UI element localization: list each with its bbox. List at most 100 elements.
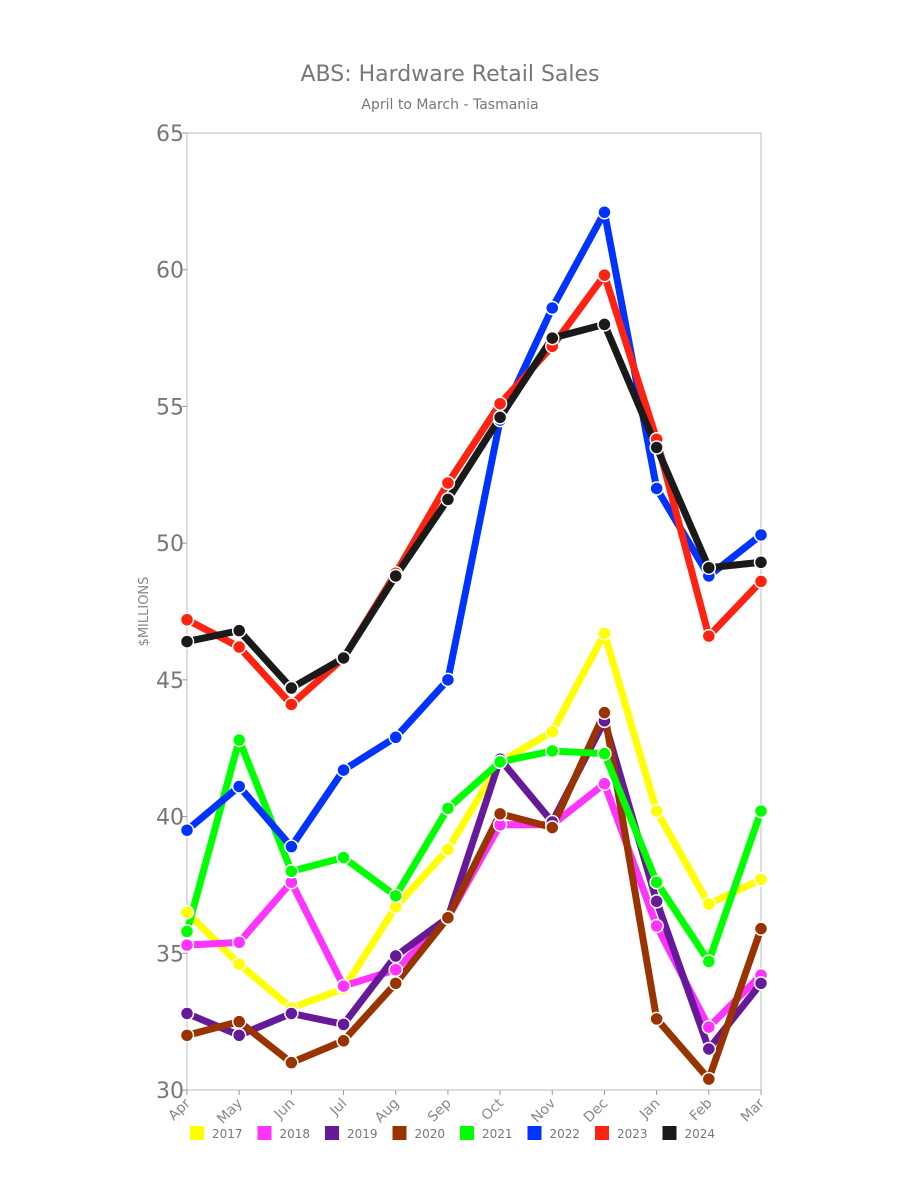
series-line-2019 — [185, 717, 764, 1053]
data-point-2019 — [388, 948, 403, 964]
data-point-2017 — [597, 626, 612, 641]
data-point-2021 — [336, 850, 351, 865]
legend-label-2018: 2018 — [280, 1127, 311, 1141]
data-point-2022 — [388, 730, 403, 745]
data-point-2024 — [388, 568, 403, 584]
chart-title: ABS: Hardware Retail Sales — [300, 62, 600, 87]
data-point-2020 — [440, 910, 456, 925]
data-point-2019 — [284, 1006, 299, 1021]
data-point-2020 — [336, 1033, 351, 1049]
legend-swatch-2020 — [392, 1126, 407, 1140]
series-line-2022 — [184, 208, 764, 851]
data-point-2019 — [336, 1017, 351, 1032]
data-point-2021 — [649, 874, 664, 890]
legend-label-2024: 2024 — [685, 1127, 716, 1141]
data-point-2019 — [649, 894, 664, 909]
data-point-2021 — [492, 754, 508, 770]
data-point-2017 — [649, 803, 664, 819]
data-point-2020 — [545, 820, 560, 835]
legend-swatch-2019 — [325, 1126, 339, 1140]
data-point-2023 — [231, 639, 247, 655]
data-point-2018 — [649, 918, 664, 934]
data-point-2022 — [649, 481, 664, 496]
y-axis-label: $MILLIONS — [137, 577, 152, 647]
y-tick-label: 30 — [156, 1079, 184, 1104]
y-tick-label: 65 — [156, 122, 184, 147]
data-point-2022 — [753, 527, 769, 543]
data-point-2017 — [440, 842, 456, 857]
data-point-2021 — [284, 864, 299, 879]
series-line-2017 — [184, 629, 763, 1012]
data-point-2019 — [753, 976, 769, 991]
data-point-2024 — [492, 410, 508, 425]
data-point-2018 — [388, 962, 403, 977]
data-point-2017 — [179, 905, 195, 920]
data-point-2021 — [701, 954, 717, 969]
data-point-2023 — [753, 574, 769, 589]
chart-subtitle: April to March - Tasmania — [361, 97, 539, 113]
data-point-2023 — [440, 475, 456, 491]
data-point-2021 — [753, 803, 769, 819]
x-tick-label: Feb — [687, 1095, 716, 1124]
x-tick-label: May — [214, 1096, 246, 1128]
series-line-2024 — [186, 320, 762, 692]
data-point-2019 — [179, 1006, 195, 1021]
data-point-2024 — [753, 555, 769, 570]
data-point-2020 — [597, 705, 612, 720]
data-point-2024 — [701, 560, 717, 576]
data-point-2017 — [545, 724, 560, 740]
data-point-2022 — [179, 822, 195, 838]
legend-swatch-2018 — [257, 1126, 272, 1140]
data-point-2024 — [179, 634, 195, 649]
legend-label-2017: 2017 — [212, 1127, 243, 1141]
data-point-2019 — [231, 1028, 247, 1043]
data-point-2023 — [284, 697, 299, 712]
data-point-2021 — [440, 801, 456, 816]
data-point-2024 — [545, 330, 560, 346]
legend-label-2019: 2019 — [347, 1127, 378, 1141]
data-point-2020 — [701, 1071, 717, 1087]
data-point-2023 — [179, 612, 195, 627]
data-point-2020 — [753, 921, 769, 936]
x-tick-label: Mar — [738, 1095, 768, 1125]
data-point-2018 — [597, 776, 612, 792]
x-tick-label: Nov — [528, 1096, 559, 1127]
data-point-2017 — [701, 896, 717, 912]
data-point-2020 — [284, 1055, 299, 1070]
legend-label-2021: 2021 — [482, 1127, 513, 1141]
legend-label-2020: 2020 — [415, 1127, 446, 1141]
data-point-2024 — [649, 440, 664, 455]
data-point-2022 — [597, 205, 612, 220]
x-tick-label: Oct — [478, 1095, 507, 1124]
x-tick-label: Jun — [271, 1096, 298, 1123]
data-point-2023 — [492, 396, 508, 411]
plot-area — [186, 132, 762, 1091]
legend-swatch-2022 — [527, 1126, 542, 1140]
data-point-2018 — [336, 978, 351, 994]
data-point-2021 — [179, 924, 195, 939]
data-point-2024 — [231, 623, 247, 638]
y-tick-label: 55 — [156, 395, 184, 420]
data-point-2018 — [179, 937, 195, 953]
data-point-2018 — [701, 1019, 717, 1035]
series-line-2020 — [186, 709, 765, 1083]
data-point-2018 — [231, 935, 247, 950]
data-point-2023 — [597, 267, 612, 283]
data-point-2024 — [284, 680, 299, 696]
y-tick-label: 50 — [156, 532, 184, 557]
x-tick-label: Dec — [581, 1096, 611, 1126]
legend-swatch-2023 — [595, 1126, 609, 1140]
data-point-2021 — [388, 888, 403, 904]
data-point-2024 — [336, 650, 351, 666]
data-point-2021 — [231, 732, 247, 748]
x-tick-label: Jan — [636, 1096, 663, 1123]
data-point-2022 — [440, 672, 456, 688]
data-point-2023 — [701, 628, 717, 644]
data-point-2020 — [492, 806, 508, 822]
data-point-2020 — [388, 976, 403, 991]
data-point-2022 — [231, 779, 247, 794]
data-point-2020 — [179, 1028, 195, 1043]
x-tick-label: Jul — [326, 1096, 350, 1120]
data-point-2017 — [231, 956, 247, 972]
